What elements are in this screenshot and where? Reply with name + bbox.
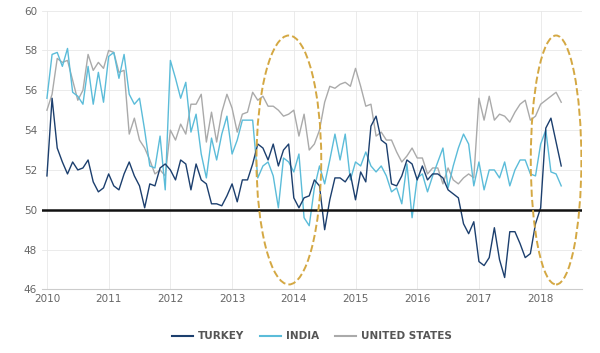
Legend: TURKEY, INDIA, UNITED STATES: TURKEY, INDIA, UNITED STATES	[168, 327, 456, 346]
